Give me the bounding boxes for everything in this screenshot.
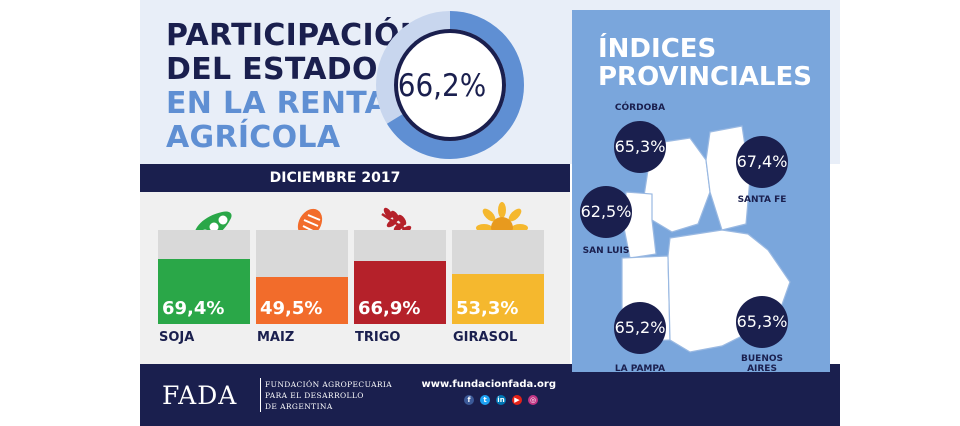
infographic-card: PARTICIPACIÓN DEL ESTADO EN LA RENTA AGR… bbox=[140, 0, 840, 426]
title-line-3: EN LA RENTA bbox=[166, 86, 389, 121]
fada-logo: FADA bbox=[162, 381, 238, 410]
total-donut bbox=[376, 11, 524, 159]
la-pampa-value: 65,2% bbox=[614, 302, 666, 354]
total-value: 66,2% bbox=[397, 68, 487, 104]
bar-value-label: 69,4% bbox=[162, 298, 225, 319]
bar-trigo bbox=[354, 261, 446, 324]
bar-girasol bbox=[452, 274, 544, 324]
bar-soja bbox=[158, 259, 250, 324]
provincial-title-line-2: PROVINCIALES bbox=[598, 62, 812, 92]
buenos-aires-label-line-1: BUENOS bbox=[741, 354, 783, 364]
website-link[interactable]: www.fundacionfada.org bbox=[421, 379, 556, 390]
title-line-1: PARTICIPACIÓN bbox=[166, 18, 426, 53]
provincial-title-line-1: ÍNDICES bbox=[598, 34, 717, 64]
title-line-4: AGRÍCOLA bbox=[166, 120, 341, 155]
youtube-icon[interactable]: ▶ bbox=[512, 395, 522, 405]
buenos-aires-value: 65,3% bbox=[736, 296, 788, 348]
crop-name-label: GIRASOL bbox=[453, 330, 518, 345]
org-name-line-2: PARA EL DESARROLLO bbox=[265, 391, 364, 400]
instagram-icon[interactable]: ◎ bbox=[528, 395, 538, 405]
cordoba-value: 65,3% bbox=[614, 121, 666, 173]
buenos-aires-label-line-2: AIRES bbox=[747, 364, 777, 374]
bar-value-label: 53,3% bbox=[456, 298, 519, 319]
org-name-line-3: DE ARGENTINA bbox=[265, 402, 333, 411]
facebook-icon[interactable]: f bbox=[464, 395, 474, 405]
santa-fe-label: SANTA FE bbox=[737, 195, 787, 205]
date-label: DICIEMBRE 2017 bbox=[269, 170, 401, 186]
cordoba-label: CÓRDOBA bbox=[614, 103, 666, 113]
title-line-2: DEL ESTADO bbox=[166, 52, 378, 87]
date-band bbox=[140, 164, 570, 192]
org-name-line-1: FUNDACIÓN AGROPECUARIA bbox=[265, 380, 393, 389]
footer bbox=[140, 364, 840, 426]
linkedin-icon[interactable]: in bbox=[496, 395, 506, 405]
donut-inner bbox=[394, 29, 506, 141]
bar-maiz bbox=[256, 277, 348, 324]
twitter-icon[interactable]: t bbox=[480, 395, 490, 405]
donut-arc bbox=[376, 11, 524, 159]
crop-name-label: TRIGO bbox=[355, 330, 401, 345]
santa-fe-value: 67,4% bbox=[736, 136, 788, 188]
crop-name-label: MAIZ bbox=[257, 330, 295, 345]
logo-divider bbox=[260, 378, 261, 412]
crop-name-label: SOJA bbox=[159, 330, 195, 345]
bar-value-label: 66,9% bbox=[358, 298, 421, 319]
la-pampa-label: LA PAMPA bbox=[614, 364, 666, 374]
san-luis-label: SAN LUIS bbox=[582, 246, 630, 256]
bar-value-label: 49,5% bbox=[260, 298, 323, 319]
san-luis-value: 62,5% bbox=[580, 186, 632, 238]
